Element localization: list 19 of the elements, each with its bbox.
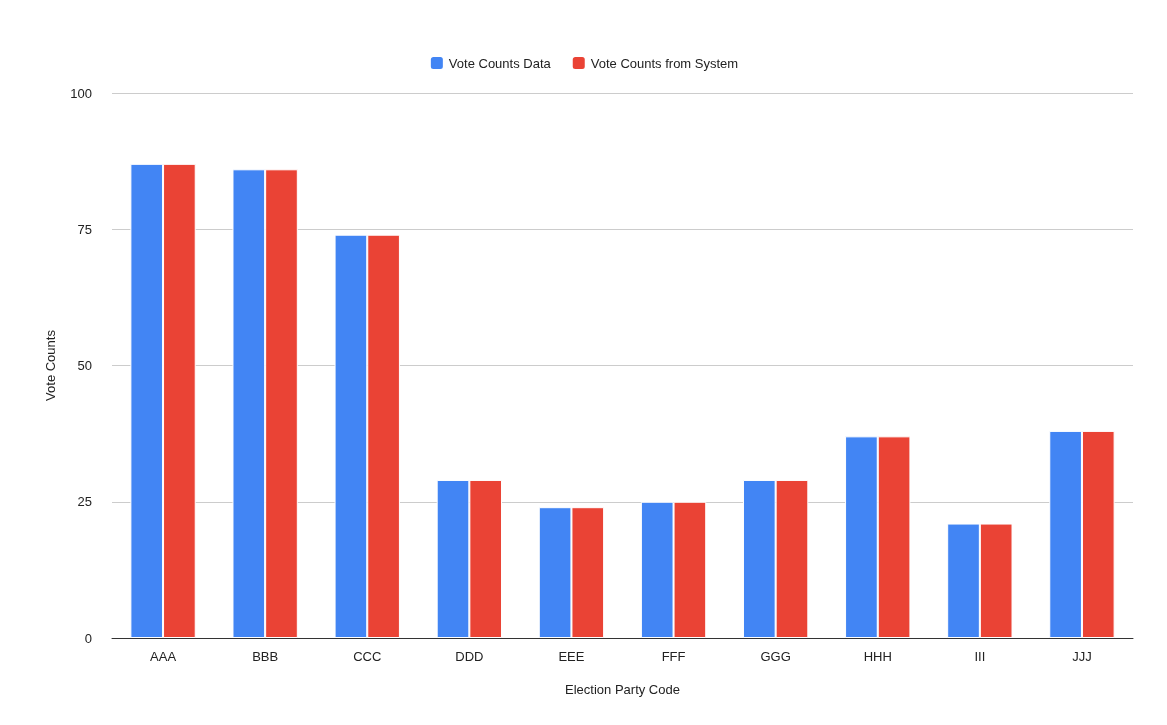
y-tick-label: 100	[70, 85, 92, 101]
x-tick-label: CCC	[353, 649, 382, 664]
x-tick-label: EEE	[558, 649, 585, 664]
x-tick-label: BBB	[252, 649, 279, 664]
x-tick-label: JJJ	[1072, 649, 1092, 664]
legend-label: Vote Counts Data	[448, 55, 552, 71]
y-tick-label: 0	[84, 630, 92, 646]
x-tick-label: DDD	[455, 649, 484, 664]
legend-label: Vote Counts from System	[590, 55, 739, 71]
x-tick-label: GGG	[760, 649, 791, 664]
y-tick-label: 75	[77, 221, 92, 237]
y-tick-label: 25	[77, 494, 92, 510]
x-tick-label: AAA	[150, 649, 177, 664]
y-tick-label: 50	[77, 358, 92, 373]
x-tick-label: HHH	[863, 649, 892, 664]
x-axis-title: Election Party Code	[565, 682, 680, 697]
y-axis-title: Vote Counts	[43, 329, 58, 401]
x-tick-label: FFF	[661, 649, 686, 664]
x-tick-label: III	[974, 649, 986, 664]
